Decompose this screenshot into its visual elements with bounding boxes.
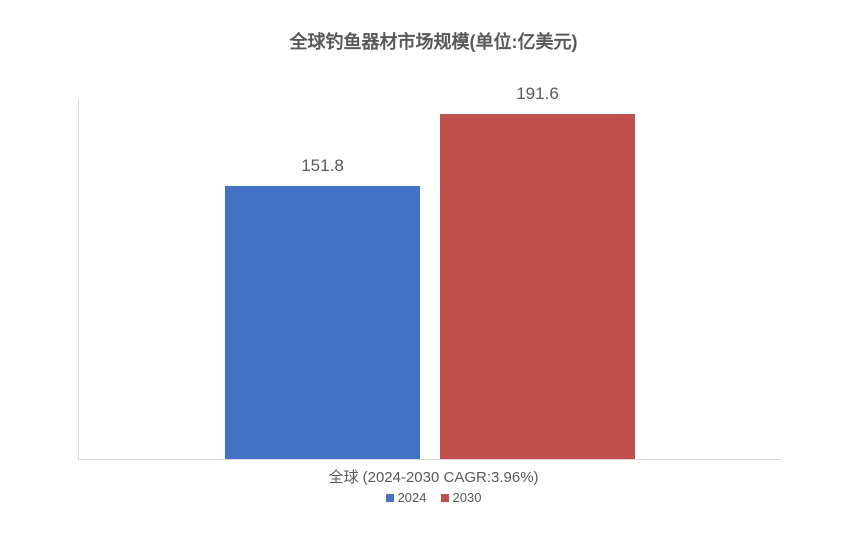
legend-item: 2024: [386, 490, 427, 505]
chart-title: 全球钓鱼器材市场规模(单位:亿美元): [0, 28, 867, 54]
chart-container: 全球钓鱼器材市场规模(单位:亿美元) 151.8191.6 全球 (2024-2…: [0, 0, 867, 557]
bar-value-label: 191.6: [516, 84, 559, 104]
legend-swatch: [386, 494, 394, 502]
bar-value-label: 151.8: [301, 156, 344, 176]
legend: 2024 2030: [0, 490, 867, 505]
legend-text: 2030: [453, 490, 482, 505]
bar-2024: 151.8: [225, 186, 420, 459]
bar-2030: 191.6: [440, 114, 635, 459]
legend-text: 2024: [398, 490, 427, 505]
legend-item: 2030: [441, 490, 482, 505]
bars-group: 151.8191.6: [79, 100, 781, 459]
x-axis-label: 全球 (2024-2030 CAGR:3.96%): [0, 466, 867, 487]
plot-area: 151.8191.6: [78, 100, 781, 460]
legend-swatch: [441, 494, 449, 502]
